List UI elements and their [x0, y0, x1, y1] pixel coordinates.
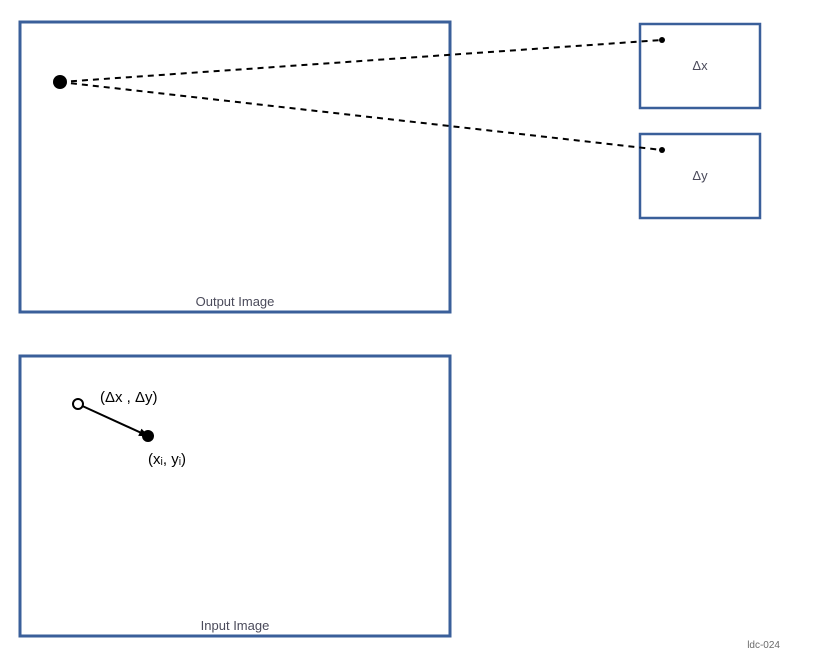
- output-image-caption: Output Image: [196, 294, 275, 309]
- input-image-box: [20, 356, 450, 636]
- input-image-caption: Input Image: [201, 618, 270, 633]
- diagram-canvas: Output Image Δx Δy Input Image (Δx , Δy)…: [0, 0, 814, 662]
- output-anchor-point: [53, 75, 67, 89]
- input-to-point: [142, 430, 154, 442]
- xy-pair-label: (xᵢ, yᵢ): [148, 451, 186, 468]
- delta-y-point: [659, 147, 665, 153]
- output-image-box: [20, 22, 450, 312]
- delta-y-label: Δy: [692, 168, 708, 183]
- delta-x-point: [659, 37, 665, 43]
- delta-x-label: Δx: [692, 58, 708, 73]
- figure-id-label: ldc-024: [747, 640, 780, 651]
- input-from-point: [73, 399, 83, 409]
- delta-pair-label: (Δx , Δy): [100, 389, 158, 406]
